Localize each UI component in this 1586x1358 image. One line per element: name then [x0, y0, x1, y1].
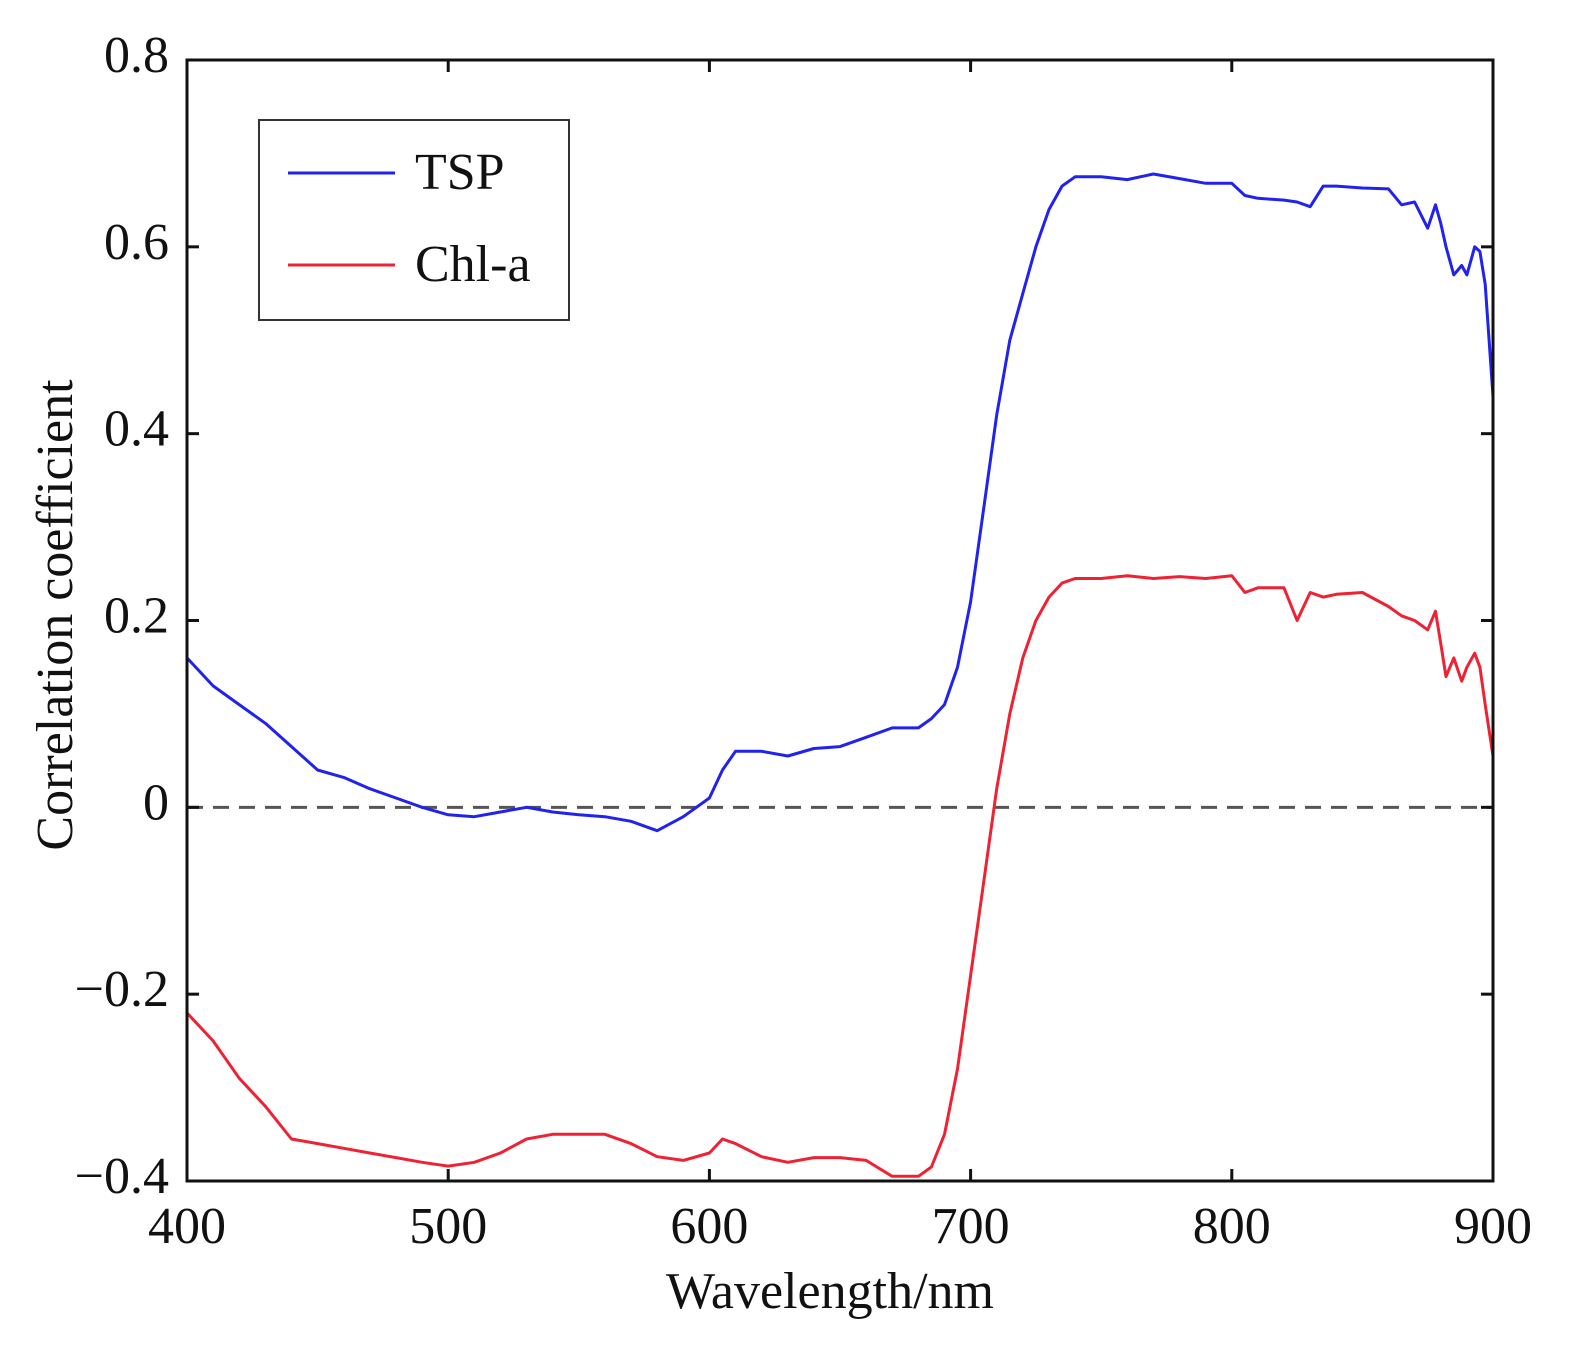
x-tick-label: 400	[148, 1198, 226, 1255]
x-axis-label: Wavelength/nm	[666, 1263, 994, 1320]
x-tick-label: 700	[932, 1198, 1010, 1255]
legend-label: Chl-a	[415, 236, 531, 293]
y-tick-label: 0.4	[104, 401, 169, 458]
data-line	[185, 574, 1495, 1178]
y-tick-label: 0.2	[104, 587, 169, 644]
y-tick-label: −0.4	[75, 1148, 169, 1205]
x-tick-label: 600	[670, 1198, 748, 1255]
y-tick-label: 0.6	[104, 214, 169, 271]
x-tick-label: 900	[1454, 1198, 1532, 1255]
x-tick-label: 500	[409, 1198, 487, 1255]
y-axis-label: Correlation coefficient	[27, 379, 84, 851]
y-tick-label: 0.8	[104, 27, 169, 84]
x-tick-label: 800	[1193, 1198, 1271, 1255]
y-tick-label: −0.2	[75, 961, 169, 1018]
legend-label: TSP	[415, 144, 505, 201]
legend-box	[258, 119, 570, 321]
y-tick-label: 0	[143, 774, 169, 831]
data-line	[185, 172, 1495, 833]
